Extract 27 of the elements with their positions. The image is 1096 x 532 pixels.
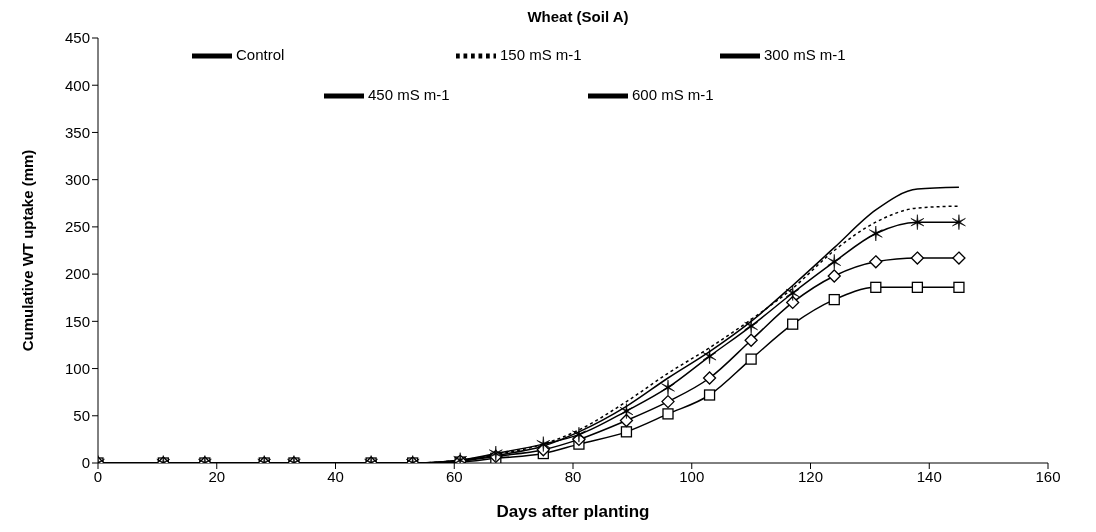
legend-label: 600 mS m-1: [632, 85, 715, 103]
x-tick-label: 80: [564, 467, 582, 485]
y-tick-label: 0: [81, 454, 90, 472]
x-tick-label: 60: [445, 467, 463, 485]
y-tick-label: 350: [64, 123, 90, 141]
y-tick-label: 450: [64, 29, 90, 47]
x-tick-label: 40: [327, 467, 344, 485]
legend-label: Control: [236, 45, 286, 63]
y-tick-label: 300: [64, 170, 90, 188]
legend-label: 300 mS m-1: [764, 45, 847, 63]
y-tick-label: 100: [64, 359, 90, 377]
y-tick-label: 50: [73, 407, 90, 425]
legend-label: 150 mS m-1: [500, 45, 583, 63]
x-tick-label: 100: [679, 467, 705, 485]
x-tick-label: 160: [1035, 467, 1061, 485]
y-tick-label: 250: [64, 218, 90, 236]
x-tick-label: 120: [797, 467, 824, 485]
x-tick-label: 140: [916, 467, 942, 485]
x-tick-label: 0: [93, 467, 103, 485]
y-tick-label: 400: [64, 76, 90, 94]
y-axis-title: Cumulative WT uptake (mm): [19, 149, 37, 352]
chart-title: Wheat (Soil A): [526, 8, 630, 27]
y-tick-label: 150: [64, 312, 90, 330]
legend-label: 450 mS m-1: [368, 85, 451, 103]
y-tick-label: 200: [64, 265, 90, 283]
x-axis-title: Days after planting: [496, 502, 650, 521]
x-tick-label: 20: [208, 467, 226, 485]
